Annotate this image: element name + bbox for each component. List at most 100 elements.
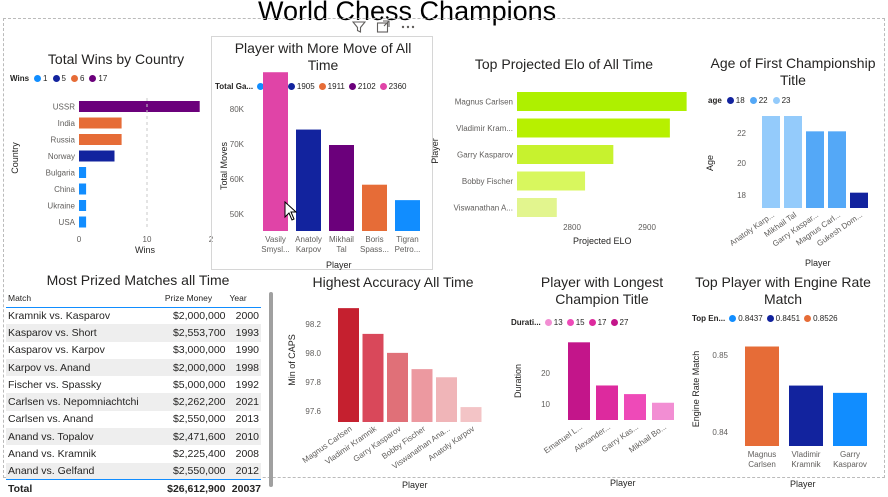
bar[interactable] xyxy=(652,402,674,420)
legend-item[interactable]: 13 xyxy=(544,318,563,327)
bar[interactable] xyxy=(79,200,87,211)
legend-item[interactable]: 27 xyxy=(610,318,628,327)
bar[interactable] xyxy=(338,308,359,422)
bar[interactable] xyxy=(517,145,614,164)
y-tick-label: Garry Kasparov xyxy=(457,151,513,160)
filter-icon[interactable] xyxy=(352,20,366,34)
x-tick-label: Kramnik xyxy=(791,460,821,469)
table-row[interactable]: Anand vs. Kramnik $2,225,400 2008 xyxy=(6,445,261,462)
legend-item[interactable]: 5 xyxy=(52,74,66,83)
legend-item[interactable]: 17 xyxy=(588,318,607,327)
bar[interactable] xyxy=(79,150,115,162)
accuracy-visual[interactable]: Highest Accuracy All Time Min of CAPS 98… xyxy=(282,270,504,492)
prized-matches-visual[interactable]: Most Prized Matches all Time Match Prize… xyxy=(3,270,273,495)
x-axis-title: Player xyxy=(326,260,352,270)
bar[interactable] xyxy=(79,183,87,195)
table-cell: Carlsen vs. Anand xyxy=(8,413,94,426)
bar[interactable] xyxy=(784,116,802,208)
bar[interactable] xyxy=(411,369,433,422)
table-cell: Carlsen vs. Nepomniachtchi xyxy=(8,396,139,409)
bar[interactable] xyxy=(762,116,780,208)
bar[interactable] xyxy=(362,333,384,422)
table-cell: 2021 xyxy=(235,396,259,409)
bar[interactable] xyxy=(263,72,288,231)
table-cell: $2,000,000 xyxy=(172,361,226,374)
bar[interactable] xyxy=(395,200,420,231)
table-row[interactable]: Kasparov vs. Short $2,553,700 1993 xyxy=(6,324,261,342)
engine-rate-visual[interactable]: Top Player with Engine Rate Match Top En… xyxy=(690,270,885,492)
table-row[interactable]: Anand vs. Topalov $2,471,600 2010 xyxy=(6,428,261,446)
bar[interactable] xyxy=(436,377,457,422)
projected-elo-visual[interactable]: Top Projected Elo of All Time Player Mag… xyxy=(425,50,693,255)
legend-item[interactable]: 2102 xyxy=(348,82,376,91)
table-cell: 1993 xyxy=(235,326,259,339)
bar[interactable] xyxy=(517,118,670,138)
bar[interactable] xyxy=(79,117,122,129)
table-cell: 2013 xyxy=(235,413,259,426)
elo-chart: Magnus Carlsen Vladimir Kram... Garry Kasp… xyxy=(454,92,687,232)
bar[interactable] xyxy=(745,346,779,446)
bar[interactable] xyxy=(329,145,354,231)
table-cell: Kasparov vs. Karpov xyxy=(8,344,105,357)
bar[interactable] xyxy=(79,167,87,178)
column-header[interactable]: Prize Money xyxy=(164,293,213,304)
bar[interactable] xyxy=(517,171,586,191)
table-row[interactable]: Kasparov vs. Karpov $3,000,000 1990 xyxy=(6,342,261,359)
legend-item[interactable]: 0.8437 xyxy=(729,314,763,323)
legend-item[interactable]: 18 xyxy=(726,96,745,105)
legend-item[interactable]: 1911 xyxy=(318,82,345,91)
bar[interactable] xyxy=(789,385,823,446)
bar[interactable] xyxy=(517,92,687,111)
table-row[interactable]: Carlsen vs. Nepomniachtchi $2,262,200 2021 xyxy=(6,393,261,411)
column-header[interactable]: Year xyxy=(229,293,247,304)
bar[interactable] xyxy=(79,101,200,112)
table-row[interactable]: Anand vs. Gelfand $2,550,000 2012 xyxy=(6,462,261,480)
bar[interactable] xyxy=(833,392,867,446)
legend-title: Wins xyxy=(10,74,30,83)
y-tick: 20 xyxy=(737,159,746,168)
bar[interactable] xyxy=(850,192,868,208)
table-cell: Anand vs. Kramnik xyxy=(8,448,97,461)
legend-item[interactable]: 6 xyxy=(70,74,84,83)
bar[interactable] xyxy=(362,184,387,231)
legend-item[interactable]: 0.8451 xyxy=(766,314,800,323)
legend-item[interactable]: 1905 xyxy=(287,82,315,91)
bar[interactable] xyxy=(296,129,321,231)
more-options-icon[interactable] xyxy=(400,20,416,34)
most-moves-visual[interactable]: Player with More Move of All Time Total … xyxy=(211,36,433,270)
legend-item[interactable]: 2360 xyxy=(379,82,406,91)
x-tick: 0 xyxy=(77,235,82,244)
bar[interactable] xyxy=(568,342,590,420)
scrollbar[interactable] xyxy=(269,292,273,487)
legend-item[interactable]: 1 xyxy=(34,74,48,83)
y-tick-label: India xyxy=(58,119,76,128)
legend-item[interactable]: 17 xyxy=(89,74,107,83)
bar[interactable] xyxy=(460,407,482,422)
y-tick: 0.85 xyxy=(712,351,728,360)
focus-mode-icon[interactable] xyxy=(376,20,390,34)
bar[interactable] xyxy=(79,216,87,228)
bar[interactable] xyxy=(387,352,408,422)
legend-item[interactable]: 15 xyxy=(566,318,585,327)
y-tick-label: USSR xyxy=(53,103,75,112)
y-tick: 0.84 xyxy=(712,428,728,437)
table-row[interactable]: Kramnik vs. Kasparov $2,000,000 2000 xyxy=(6,307,261,324)
table-row[interactable]: Carlsen vs. Anand $2,550,000 2013 xyxy=(6,411,261,428)
longest-title-visual[interactable]: Player with Longest Champion Title Durat… xyxy=(508,270,690,492)
bar[interactable] xyxy=(806,131,824,208)
legend-item[interactable]: 0.8526 xyxy=(804,314,838,323)
table-row[interactable]: Karpov vs. Anand $2,000,000 1998 xyxy=(6,358,261,377)
x-tick-label: Vasily xyxy=(265,235,286,244)
bar[interactable] xyxy=(517,198,557,217)
first-title-age-visual[interactable]: Age of First Championship Title age 18 2… xyxy=(698,52,888,270)
legend-item[interactable]: 23 xyxy=(772,96,791,105)
x-axis-title: Player xyxy=(805,258,831,268)
wins-by-country-visual[interactable]: Total Wins by Country Wins 1 5 6 17 Coun… xyxy=(5,48,214,262)
table-row[interactable]: Fischer vs. Spassky $5,000,000 1992 xyxy=(6,376,261,393)
column-header[interactable]: Match xyxy=(8,293,32,304)
bar[interactable] xyxy=(624,394,646,420)
bar[interactable] xyxy=(79,134,122,145)
bar[interactable] xyxy=(828,131,846,208)
bar[interactable] xyxy=(596,385,618,420)
legend-item[interactable]: 22 xyxy=(749,96,768,105)
